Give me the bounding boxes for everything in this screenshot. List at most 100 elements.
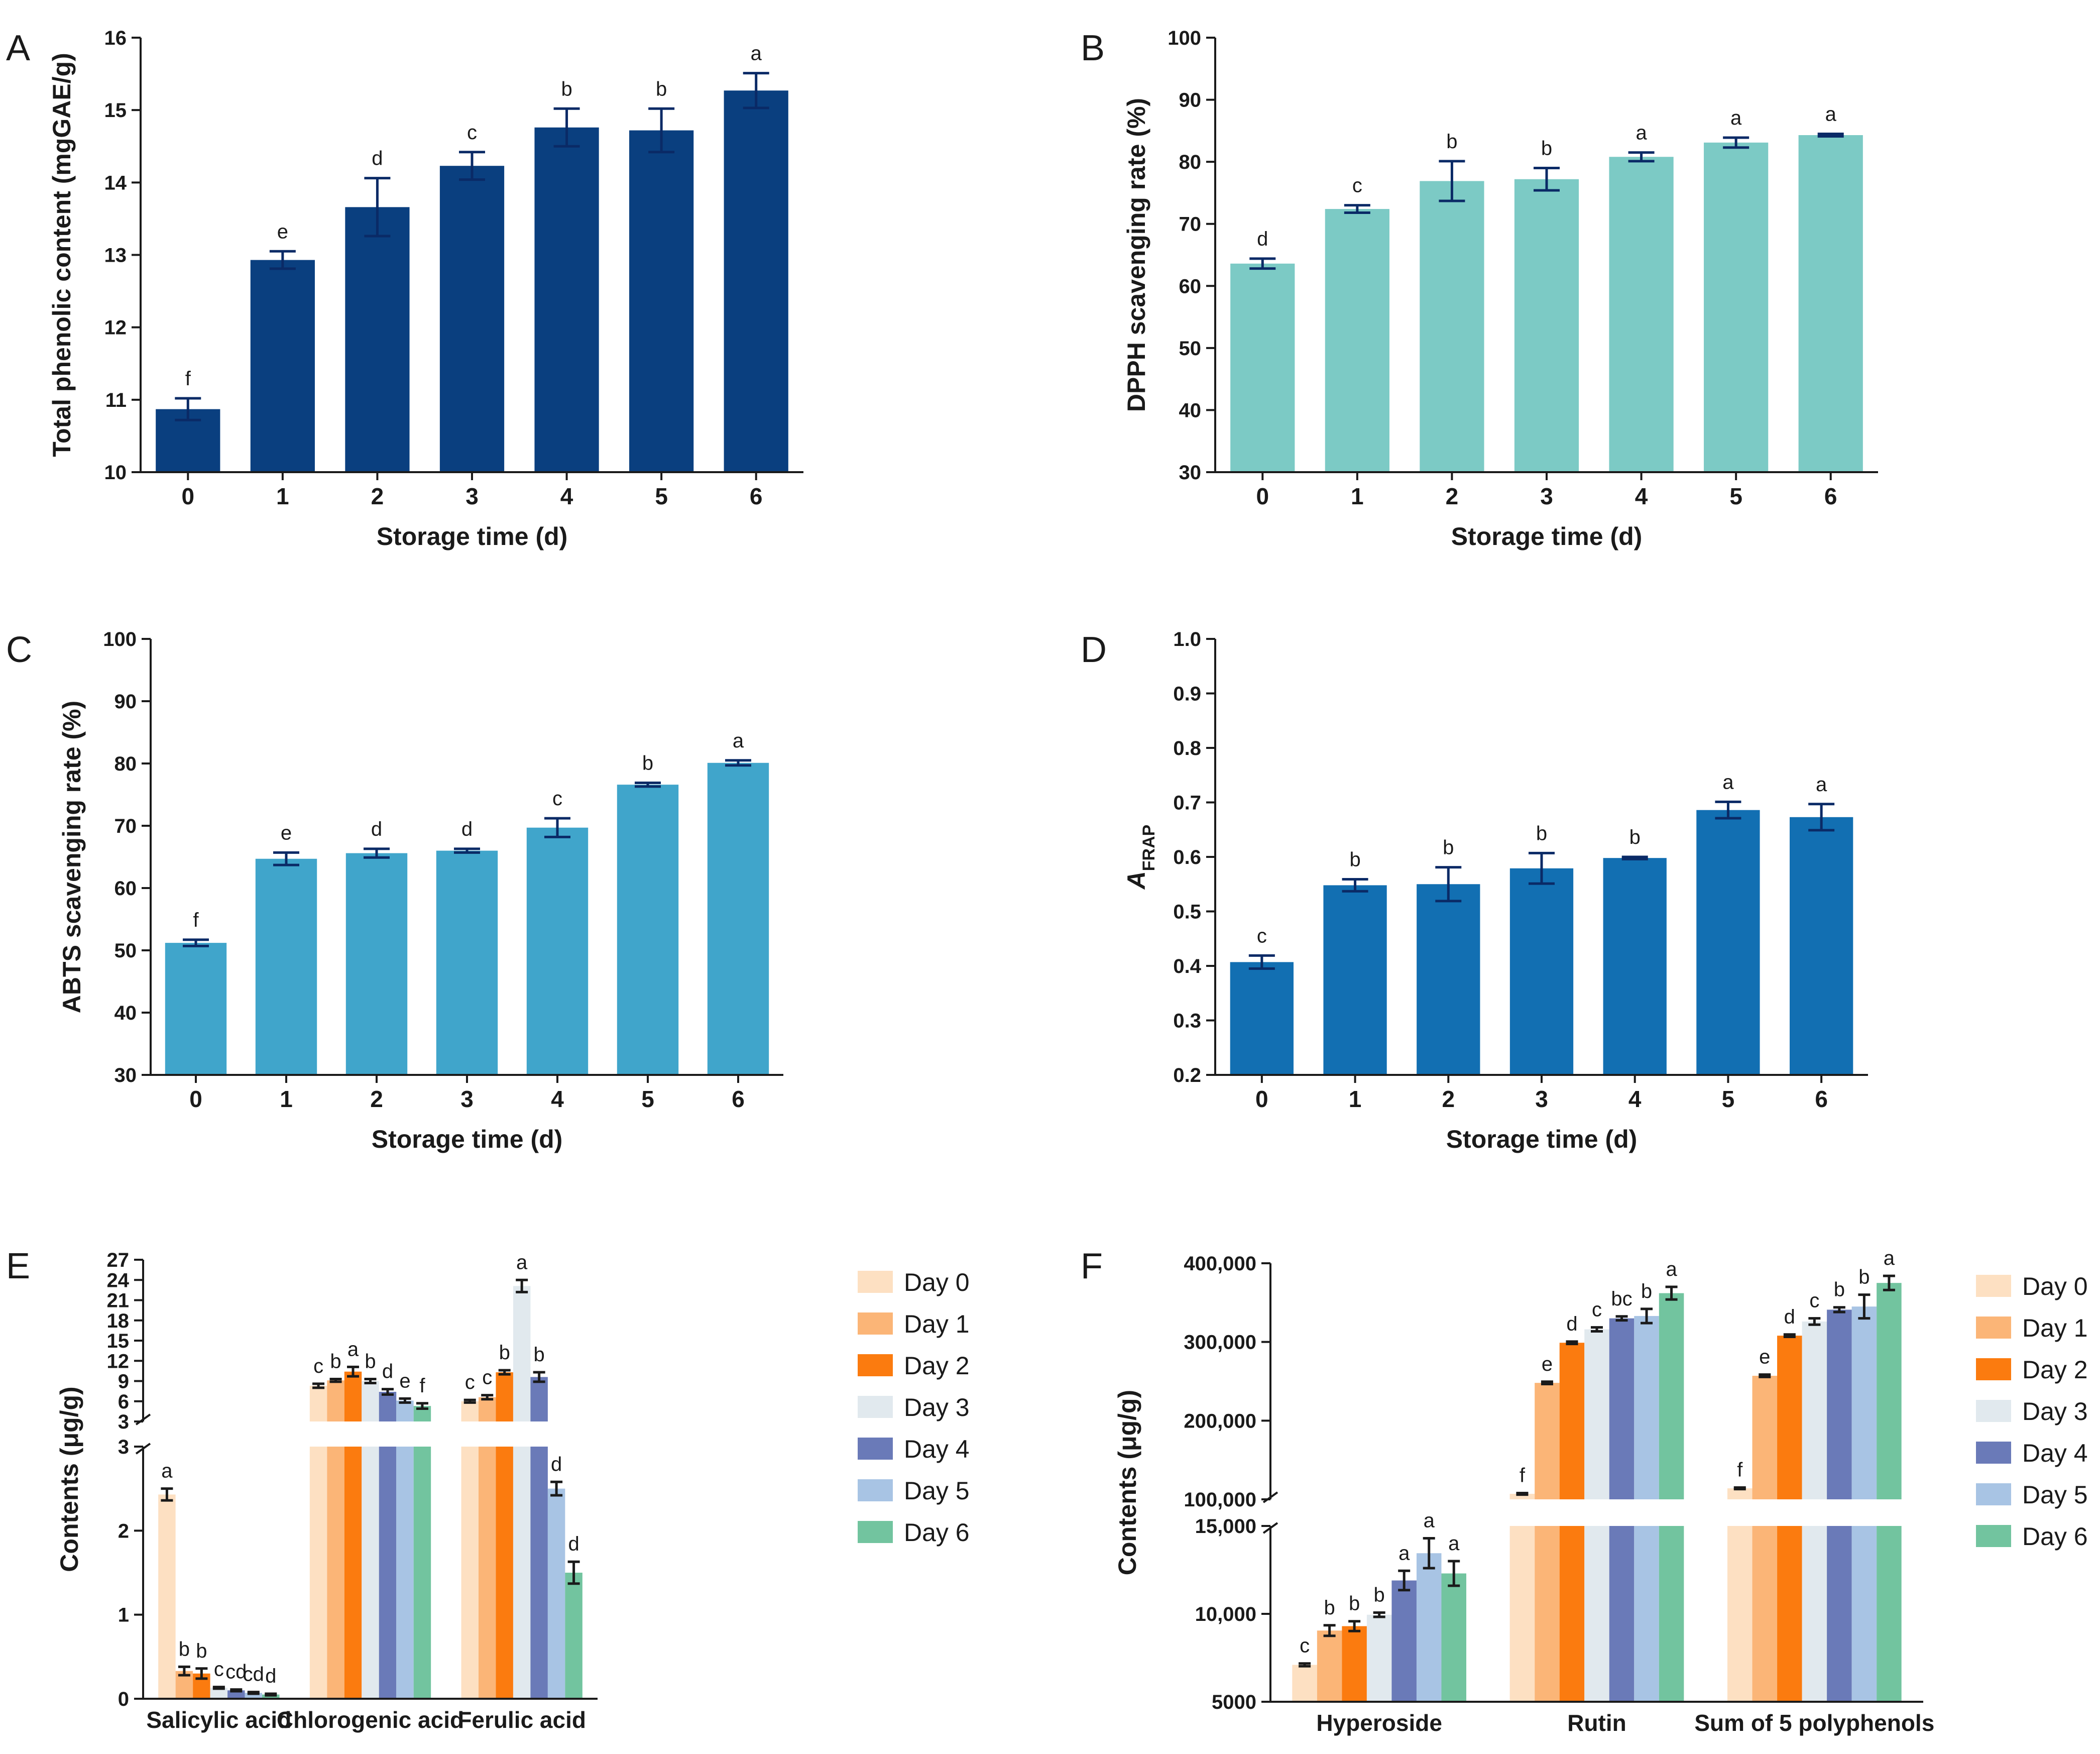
y-axis-title-e: Contents (μg/g)	[55, 1386, 83, 1572]
bar-upper-e-2-1	[478, 1397, 496, 1421]
bar-upper-e-2-0	[461, 1401, 479, 1421]
bar-lower-f-1-0	[1509, 1526, 1535, 1702]
significance-letter-e-0-4: cd	[225, 1661, 247, 1683]
y-tick-label-b-3: 60	[1179, 275, 1202, 297]
category-label-e-1: Chlorogenic acid	[277, 1707, 464, 1733]
bar-c-1	[255, 858, 317, 1075]
bar-upper-e-1-5	[396, 1400, 414, 1421]
bar-lower-f-1-6	[1659, 1526, 1684, 1702]
y-tick-label-lower-e-0: 0	[118, 1688, 129, 1710]
x-tick-label-d-5: 5	[1722, 1086, 1735, 1112]
significance-letter-f-2-4: b	[1834, 1279, 1845, 1301]
significance-letter-f-0-5: a	[1424, 1510, 1435, 1532]
panel-letter-d: D	[1081, 630, 1107, 670]
significance-letter-e-1-4: d	[382, 1361, 393, 1383]
y-tick-label-a-2: 12	[104, 317, 127, 339]
category-label-f-2: Sum of 5 polyphenols	[1694, 1710, 1934, 1736]
x-tick-label-b-5: 5	[1729, 483, 1742, 509]
significance-letter-e-2-0: c	[465, 1371, 475, 1393]
y-tick-label-d-3: 0.5	[1173, 901, 1201, 923]
y-tick-label-upper-e-6: 21	[107, 1290, 130, 1312]
x-tick-label-c-2: 2	[370, 1086, 383, 1112]
bar-lower-e-2-1	[478, 1447, 496, 1699]
significance-letter-a-4: b	[561, 78, 572, 100]
bar-d-0	[1230, 962, 1294, 1075]
bar-c-6	[707, 762, 769, 1075]
bar-f-0-2	[1342, 1626, 1367, 1702]
bar-lower-f-2-0	[1727, 1526, 1753, 1702]
x-tick-label-c-0: 0	[189, 1086, 202, 1112]
y-tick-label-d-1: 0.3	[1173, 1010, 1201, 1032]
legend-swatch-e-3	[858, 1396, 893, 1418]
significance-letter-f-2-5: b	[1858, 1266, 1870, 1288]
legend-swatch-e-6	[858, 1521, 893, 1543]
significance-letter-f-0-3: b	[1374, 1584, 1385, 1606]
significance-letter-f-1-5: b	[1641, 1280, 1652, 1302]
bar-lower-f-1-2	[1559, 1526, 1585, 1702]
significance-letter-e-1-0: c	[313, 1355, 323, 1377]
axis-break-mark-bottom-f	[1262, 1522, 1278, 1534]
significance-letter-a-5: b	[656, 78, 667, 100]
x-tick-label-d-4: 4	[1628, 1086, 1642, 1112]
x-tick-label-c-3: 3	[460, 1086, 474, 1112]
bar-b-2	[1420, 181, 1484, 472]
bar-a-5	[629, 130, 694, 472]
bar-upper-f-2-6	[1877, 1283, 1902, 1499]
legend-label-e-4: Day 4	[904, 1435, 970, 1463]
x-tick-label-a-0: 0	[181, 483, 194, 509]
bar-upper-e-2-3	[513, 1286, 531, 1421]
legend-label-e-5: Day 5	[904, 1477, 970, 1505]
bar-upper-f-2-2	[1777, 1336, 1802, 1499]
bar-a-1	[250, 260, 315, 472]
chart-panel-a: 10 11 12 13 14 15 16 f 0 e 1 d 2 c 3 b 4 b 5 a 6 Storage time…	[48, 27, 803, 551]
bar-lower-f-1-3	[1584, 1526, 1609, 1702]
bar-lower-f-2-2	[1777, 1526, 1802, 1702]
bar-f-0-3	[1366, 1614, 1392, 1702]
significance-letter-e-2-1: c	[482, 1367, 492, 1389]
bar-upper-f-1-5	[1634, 1316, 1659, 1499]
bar-e-2-6	[565, 1573, 582, 1699]
panel-letter-b: B	[1081, 28, 1105, 68]
legend-swatch-f-3	[1976, 1400, 2011, 1422]
legend-label-e-1: Day 1	[904, 1310, 970, 1338]
bar-b-3	[1514, 179, 1579, 472]
significance-letter-f-1-2: d	[1566, 1313, 1577, 1335]
bar-d-5	[1696, 810, 1760, 1075]
x-axis-title-d: Storage time (d)	[1446, 1125, 1638, 1153]
significance-letter-e-2-2: b	[499, 1342, 510, 1364]
x-tick-label-a-5: 5	[655, 483, 668, 509]
bar-upper-f-1-3	[1584, 1329, 1609, 1499]
significance-letter-a-2: d	[372, 148, 383, 170]
significance-letter-f-2-1: e	[1759, 1346, 1770, 1368]
bar-lower-f-1-1	[1535, 1526, 1560, 1702]
panel-letter-c: C	[6, 630, 32, 670]
y-axis-title-main-d: A	[1122, 871, 1150, 890]
bar-d-1	[1323, 885, 1387, 1075]
bar-e-0-3	[210, 1688, 228, 1699]
y-tick-label-b-0: 30	[1179, 462, 1202, 484]
significance-letter-d-0: c	[1257, 925, 1267, 947]
legend-label-e-6: Day 6	[904, 1518, 970, 1547]
significance-letter-d-2: b	[1443, 837, 1454, 859]
y-tick-label-c-5: 80	[114, 753, 137, 775]
y-tick-label-d-4: 0.6	[1173, 846, 1201, 868]
legend-swatch-e-1	[858, 1312, 893, 1335]
bar-upper-e-2-4	[530, 1377, 548, 1421]
legend-swatch-f-0	[1976, 1275, 2011, 1297]
legend-swatch-f-1	[1976, 1317, 2011, 1339]
legend-label-f-2: Day 2	[2022, 1356, 2088, 1384]
bar-f-0-1	[1317, 1630, 1342, 1702]
significance-letter-f-2-0: f	[1737, 1459, 1743, 1481]
significance-letter-d-5: a	[1722, 771, 1734, 793]
chart-panel-f: 5000 10,000 15,000 100,000 200,000 300,000 400…	[1113, 1247, 2088, 1736]
bar-lower-f-2-1	[1752, 1526, 1778, 1702]
bar-upper-f-2-0	[1727, 1488, 1753, 1499]
x-tick-label-c-6: 6	[732, 1086, 745, 1112]
bar-b-4	[1609, 157, 1674, 472]
legend-label-f-6: Day 6	[2022, 1522, 2088, 1551]
bar-c-3	[436, 850, 498, 1075]
x-tick-label-c-4: 4	[551, 1086, 564, 1112]
significance-letter-d-6: a	[1816, 774, 1827, 796]
bar-upper-f-2-5	[1851, 1306, 1877, 1499]
significance-letter-e-1-6: f	[419, 1375, 425, 1397]
